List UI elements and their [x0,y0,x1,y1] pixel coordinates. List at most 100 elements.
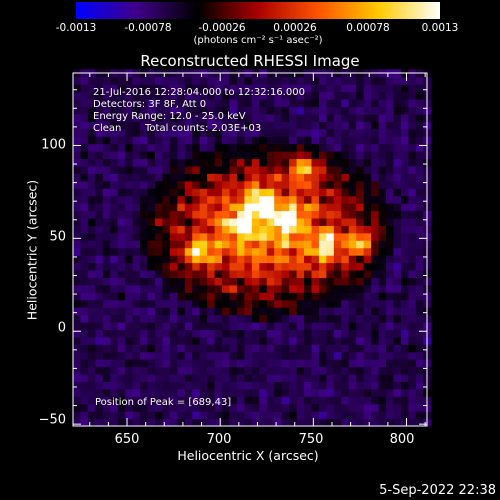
heatmap-cell [341,366,350,375]
heatmap-cell [326,292,335,301]
heatmap-cell [356,136,365,145]
heatmap-cell [162,225,171,234]
heatmap-cell [95,381,104,390]
heatmap-cell [341,106,350,115]
heatmap-cell [318,336,327,345]
heatmap-cell [110,411,119,420]
heatmap-cell [102,113,111,122]
heatmap-cell [378,269,387,278]
heatmap-cell [348,284,357,293]
heatmap-cell [251,106,260,115]
heatmap-cell [378,366,387,375]
heatmap-cell [229,84,238,93]
heatmap-cell [87,136,96,145]
heatmap-cell [184,158,193,167]
heatmap-cell [266,299,275,308]
heatmap-cell [207,203,216,212]
heatmap-cell [251,329,260,338]
heatmap-cell [393,113,402,122]
heatmap-cell [140,359,149,368]
heatmap-cell [244,284,253,293]
heatmap-cell [259,188,268,197]
heatmap-cell [110,269,119,278]
heatmap-cell [363,359,372,368]
heatmap-cell [184,411,193,420]
heatmap-cell [177,121,186,130]
heatmap-cell [244,106,253,115]
heatmap-cell [363,143,372,152]
heatmap-cell [229,314,238,323]
heatmap-cell [236,240,246,249]
heatmap-cell [363,121,372,130]
heatmap-cell [311,255,320,264]
heatmap-cell [266,307,275,316]
heatmap-cell [333,255,342,264]
heatmap-cell [356,158,365,167]
heatmap-cell [222,203,231,212]
heatmap-cell [371,411,380,420]
heatmap-cell [162,321,171,330]
heatmap-cell [386,336,395,345]
heatmap-cell [378,203,387,212]
heatmap-cell [177,195,186,204]
heatmap-cell [110,121,119,130]
heatmap-cell [229,396,238,405]
heatmap-cell [199,418,208,427]
heatmap-cell [102,284,111,293]
heatmap-cell [177,366,186,375]
heatmap-cell [400,225,409,234]
heatmap-cell [348,136,357,145]
heatmap-cell [192,225,201,234]
heatmap-cell [281,366,290,375]
heatmap-cell [333,314,342,323]
heatmap-cell [363,262,372,271]
heatmap-cell [333,321,342,330]
heatmap-cell [259,255,268,264]
heatmap-cell [229,329,238,338]
heatmap-cell [371,321,380,330]
heatmap-cell [73,203,82,212]
heatmap-cell [400,255,409,264]
heatmap-cell [110,99,119,108]
heatmap-cell [400,247,409,256]
heatmap-cell [147,180,156,189]
heatmap-cell [281,240,290,249]
heatmap-cell [110,84,119,93]
heatmap-cell [214,158,223,167]
heatmap-cell [348,121,357,130]
heatmap-cell [326,321,335,330]
heatmap-cell [311,106,320,115]
heatmap-cell [378,121,387,130]
heatmap-cell [199,128,208,137]
heatmap-cell [236,277,246,286]
heatmap-cell [177,307,186,316]
heatmap-cell [125,396,134,405]
heatmap-cell [378,180,387,189]
heatmap-cell [214,388,223,397]
heatmap-cell [363,113,372,122]
heatmap-cell [117,151,126,160]
heatmap-cell [341,121,350,130]
heatmap-cell [80,121,89,130]
heatmap-cell [378,165,387,174]
heatmap-cell [222,232,231,241]
heatmap-cell [341,210,350,219]
heatmap-cell [244,84,253,93]
heatmap-cell [341,151,350,160]
heatmap-cell [378,217,387,226]
heatmap-cell [304,225,313,234]
heatmap-cell [169,113,178,122]
heatmap-cell [363,203,372,212]
heatmap-cell [251,143,260,152]
heatmap-cell [400,307,409,316]
heatmap-cell [326,113,335,122]
heatmap-cell [371,359,380,368]
heatmap-cell [87,143,96,152]
heatmap-cell [102,344,111,353]
heatmap-cell [348,329,357,338]
heatmap-cell [311,91,320,100]
heatmap-cell [184,359,193,368]
heatmap-cell [386,321,395,330]
heatmap-cell [393,136,402,145]
heatmap-cell [192,277,201,286]
